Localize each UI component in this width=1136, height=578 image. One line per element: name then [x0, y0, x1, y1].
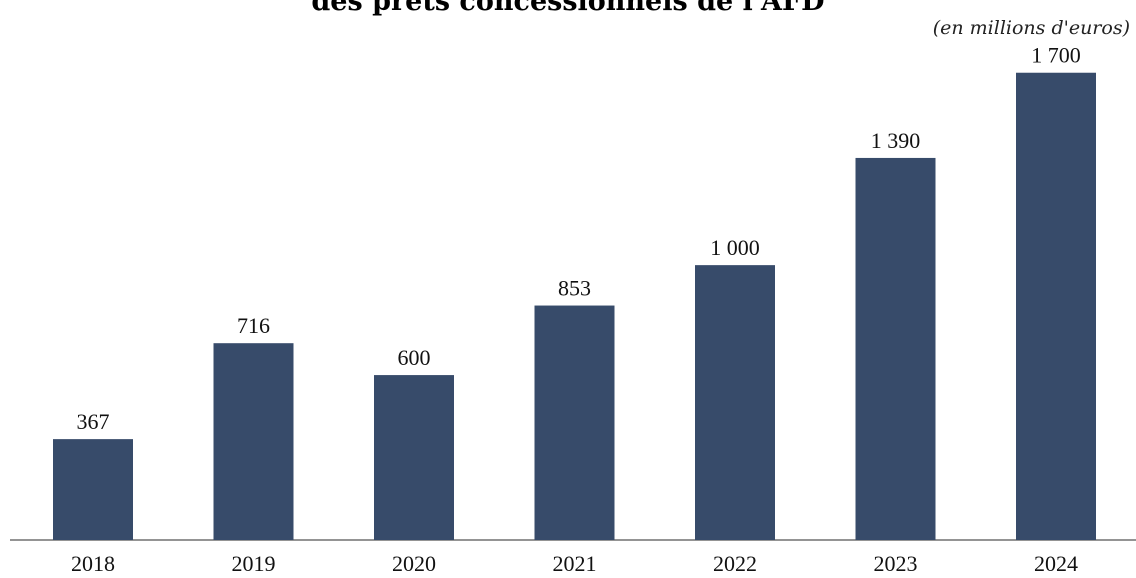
value-label-2018: 367 [77, 409, 110, 434]
x-tick-2022: 2022 [713, 551, 757, 576]
chart-title: des prêts concessionnels de l'AFD [311, 0, 825, 17]
bar-2021 [534, 305, 615, 540]
bar-2023 [855, 157, 936, 541]
x-tick-2023: 2023 [874, 551, 918, 576]
value-label-2019: 716 [237, 313, 270, 338]
x-tick-2021: 2021 [553, 551, 597, 576]
value-label-2020: 600 [398, 345, 431, 370]
value-label-2022: 1 000 [710, 235, 760, 260]
unit-note: (en millions d'euros) [932, 17, 1130, 39]
bar-2019 [213, 343, 294, 540]
value-label-2021: 853 [558, 276, 591, 301]
bar-2020 [374, 375, 454, 540]
x-tick-2020: 2020 [392, 551, 436, 576]
bar-2024 [1016, 72, 1096, 540]
x-tick-2024: 2024 [1034, 551, 1078, 576]
bar-2018 [53, 439, 133, 540]
x-tick-2018: 2018 [71, 551, 115, 576]
value-label-2024: 1 700 [1031, 43, 1081, 68]
x-tick-2019: 2019 [232, 551, 276, 576]
value-label-2023: 1 390 [871, 128, 921, 153]
bar-2022 [695, 265, 775, 540]
